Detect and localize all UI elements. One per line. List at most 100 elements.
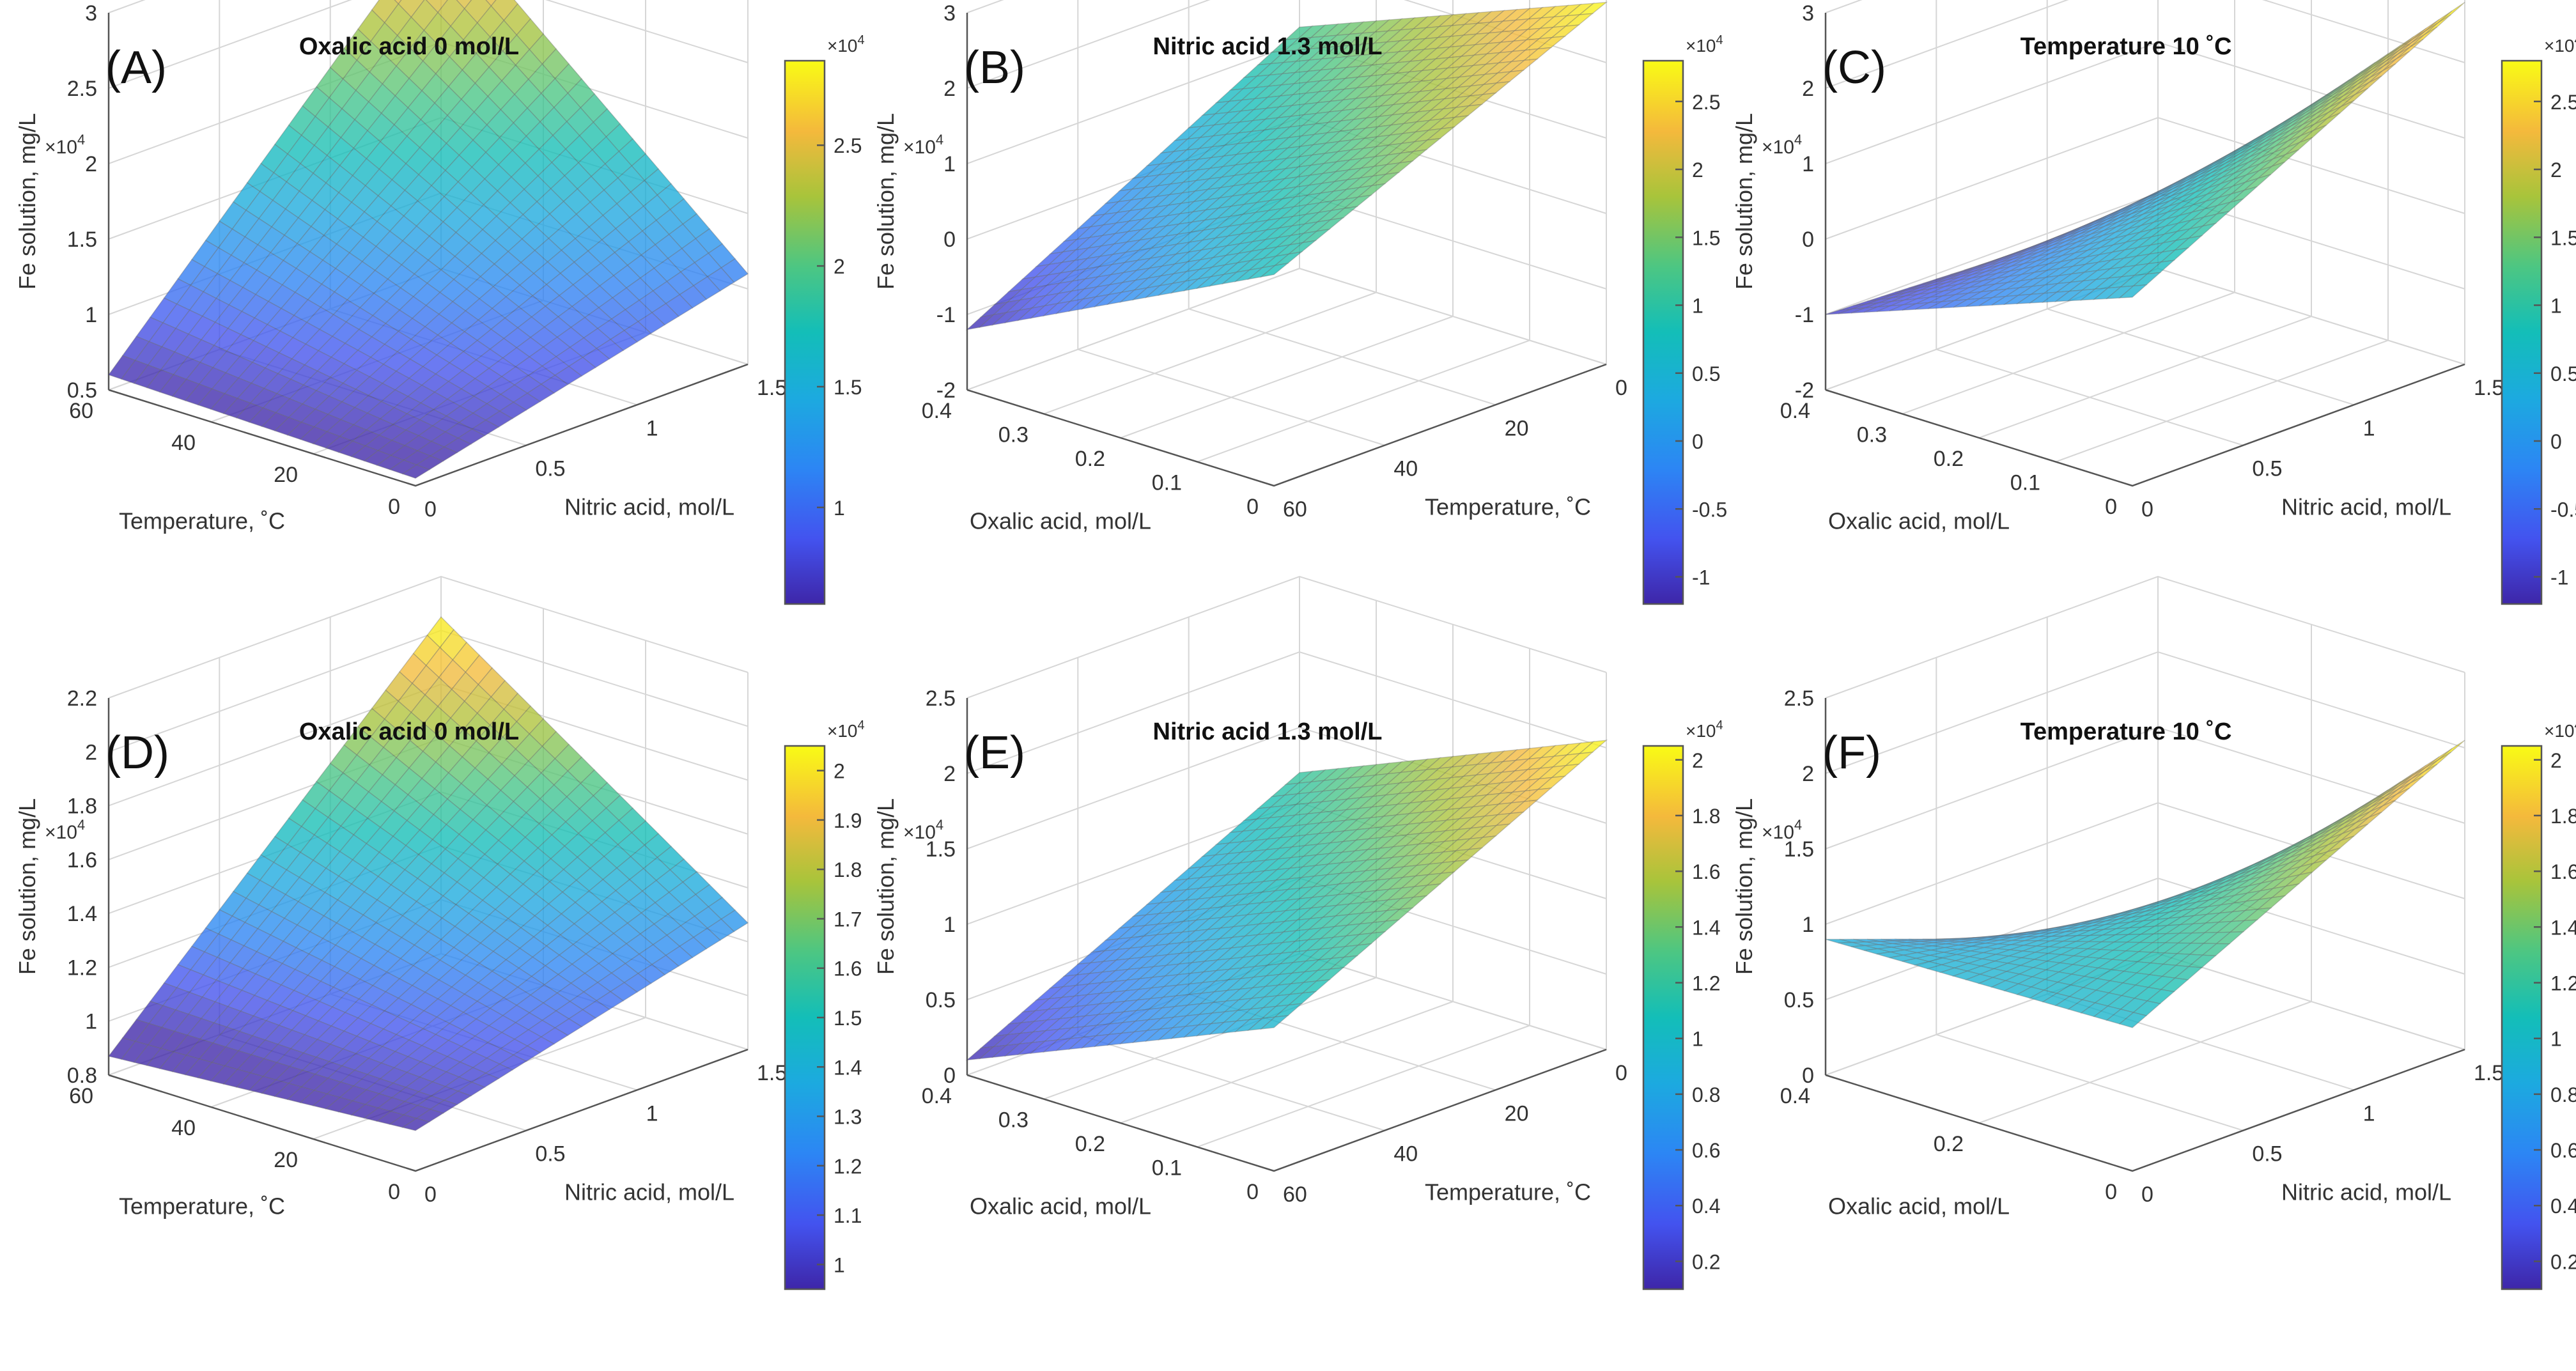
surface-cell (1282, 918, 1312, 933)
surface-cell (1229, 75, 1259, 91)
surface-cell (1262, 993, 1292, 1009)
left-axis-title: Oxalic acid, mol/L (1828, 508, 2010, 534)
surface-cell (1259, 262, 1290, 278)
surface-cell (1238, 229, 1268, 245)
z-tick-label: 1.2 (67, 956, 97, 980)
surface-cell (626, 912, 655, 935)
surface-cell (559, 261, 588, 286)
surface-cell (446, 127, 474, 156)
surface-cell (350, 185, 379, 213)
surface-cell (212, 1026, 241, 1048)
surface-cell (1302, 219, 1332, 235)
surface-cell (2056, 973, 2086, 986)
surface-cell (2184, 172, 2212, 188)
surface-cell (577, 176, 605, 203)
surface-cell (377, 1097, 406, 1112)
surface-cell (1376, 866, 1406, 881)
surface-cell (521, 226, 550, 251)
colorbar-tick-label: 1.8 (1692, 805, 1720, 828)
z-axis-title: Fe solution, mg/L (873, 798, 899, 975)
surface-cell (396, 47, 424, 79)
surface-cell (1235, 1007, 1265, 1022)
surface-cell (512, 392, 541, 411)
surface-cell (503, 692, 531, 723)
colorbar-tick-label: 0.4 (1692, 1195, 1720, 1218)
surface-cell (575, 867, 604, 892)
surface-cell (398, 985, 426, 1005)
surface-cell (1893, 940, 1921, 943)
surface-cell (1286, 875, 1316, 890)
surface-cell (1982, 954, 2009, 962)
surface-cell (1989, 252, 2017, 263)
colorbar-tick-label: 2 (834, 760, 845, 783)
surface-cell (1232, 913, 1262, 927)
surface-cell (603, 177, 632, 205)
surface-cell (610, 309, 639, 331)
floor-axes (966, 363, 1607, 487)
surface-cell (1390, 854, 1420, 869)
surface-cell (2175, 169, 2202, 185)
surface-cell (1427, 860, 1457, 876)
surface-cell (492, 274, 521, 298)
surface-cell (380, 95, 409, 126)
surface-cell (447, 69, 476, 100)
surface-cell (449, 351, 477, 371)
surface-cell (362, 899, 391, 924)
surface-cell (1225, 231, 1255, 247)
surface-cell (1251, 973, 1281, 989)
surface-cell (403, 878, 431, 902)
surface-cell (325, 436, 354, 453)
surface-cell (1876, 304, 1904, 313)
surface-cell (435, 362, 463, 382)
surface-cell (569, 991, 598, 1011)
surface-cell (1838, 307, 1865, 314)
surface-cell (553, 92, 582, 123)
surface-cell (2058, 955, 2088, 965)
surface-cell (373, 950, 401, 973)
surface-cell (382, 757, 410, 786)
surface-cell (614, 241, 642, 267)
surface-cell (563, 188, 591, 215)
surface-cell (376, 205, 405, 232)
z-exponent-power: 4 (1794, 817, 1802, 833)
surface-cell (2410, 26, 2438, 47)
surface-cell (502, 721, 531, 750)
surface-cell (518, 295, 547, 318)
surface-cell (372, 972, 401, 993)
surface-cell (429, 1099, 458, 1114)
surface-cell (396, 711, 425, 741)
surface-cell (2173, 889, 2200, 900)
colorbar-exponent: ×104 (2544, 33, 2576, 56)
surface-cell (1904, 947, 1932, 954)
panel-title: Nitric acid 1.3 mol/L (1153, 33, 1383, 60)
right-gridline (1188, 0, 1496, 406)
surface-cell (1578, 740, 1608, 754)
surface-cell (2117, 209, 2145, 223)
surface-cell (1259, 1015, 1289, 1030)
surface-cell (355, 764, 384, 793)
surface-cell (2120, 998, 2148, 1013)
surface-cell (534, 903, 563, 926)
surface-cell (563, 856, 591, 881)
right-tick-label: 0 (424, 1182, 437, 1207)
surface-cell (350, 1104, 380, 1119)
surface-cell (409, 346, 438, 368)
surface-cell (540, 758, 569, 786)
surface-cell (522, 201, 551, 228)
surface-cell (387, 264, 415, 289)
right-gridline (1936, 0, 2244, 446)
surface-cell (1058, 268, 1088, 284)
surface-cell (404, 854, 433, 879)
surface-cell (1270, 908, 1300, 924)
surface-cell (1948, 268, 1975, 278)
surface-cell (1264, 972, 1294, 988)
surface-cell (1029, 302, 1060, 319)
surface-cell (2261, 869, 2288, 884)
surface-cell (1439, 859, 1470, 874)
surface-cell (483, 864, 511, 888)
surface-cell (2277, 848, 2304, 862)
surface-cell (490, 679, 518, 710)
surface-cell (1903, 952, 1930, 959)
surface-cell (307, 283, 336, 308)
surface-cell (2148, 240, 2178, 255)
